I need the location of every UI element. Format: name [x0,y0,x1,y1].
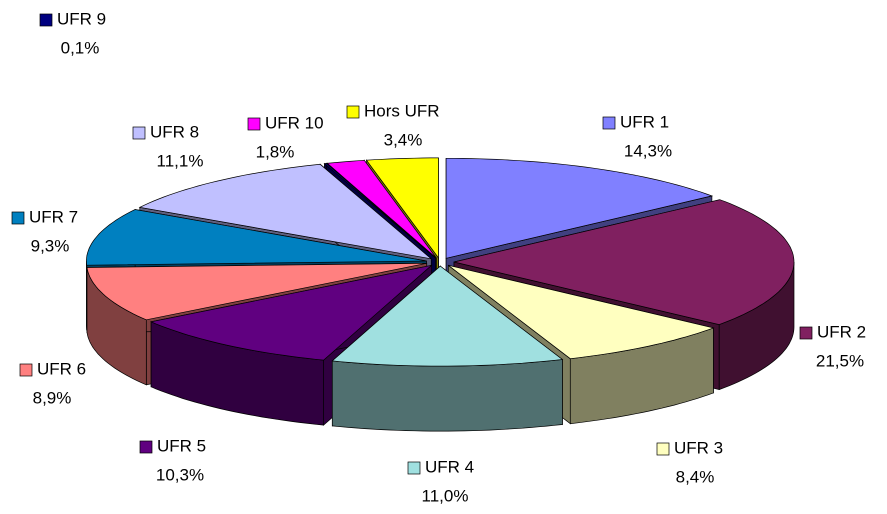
slice-value-label: 9,3% [31,236,70,255]
slice-top [448,264,715,360]
legend-swatch [11,211,25,225]
slice-top [323,163,436,259]
legend-swatch [247,117,261,131]
slice-label: UFR 6 [37,359,86,378]
slice-top [138,163,433,260]
slice-value-label: 3,4% [384,130,423,149]
legend-swatch [346,105,360,119]
slice-value-label: 8,4% [676,467,715,486]
legend-swatch [407,461,421,475]
slice-label: UFR 3 [674,438,723,457]
legend-swatch [39,13,53,27]
slice-top [326,159,437,259]
slice-label: UFR 7 [29,207,78,226]
slice-value-label: 0,1% [61,38,100,57]
legend-swatch [19,363,33,377]
slice-value-label: 14,3% [624,141,672,160]
slice-label: UFR 5 [157,436,206,455]
slice-label: UFR 2 [817,322,866,341]
slice-label: UFR 4 [425,457,474,476]
legend-swatch [656,442,670,456]
slice-top [149,264,433,361]
slice-label: UFR 9 [57,9,106,28]
slice-top [331,265,564,367]
slice-value-label: 11,1% [157,151,204,170]
slice-label: UFR 10 [265,113,324,132]
legend-swatch [132,126,146,140]
legend-swatch [602,116,616,130]
slice-top [365,157,439,259]
slice-wall [331,359,563,432]
slice [331,265,564,432]
slice-label: Hors UFR [364,101,440,120]
slice-label: UFR 1 [620,112,669,131]
legend-swatch [799,326,813,340]
slice-label: UFR 8 [150,122,199,141]
slice-top [86,262,427,321]
slice-top [86,209,427,266]
slice-value-label: 10,3% [156,465,204,484]
slice-value-label: 11,0% [422,486,469,505]
slice-value-label: 8,9% [33,388,72,407]
slice-top [453,199,795,325]
legend-swatch [139,440,153,454]
slice-value-label: 1,8% [256,142,295,161]
slice-top [445,157,714,259]
slice-value-label: 21,5% [816,351,864,370]
